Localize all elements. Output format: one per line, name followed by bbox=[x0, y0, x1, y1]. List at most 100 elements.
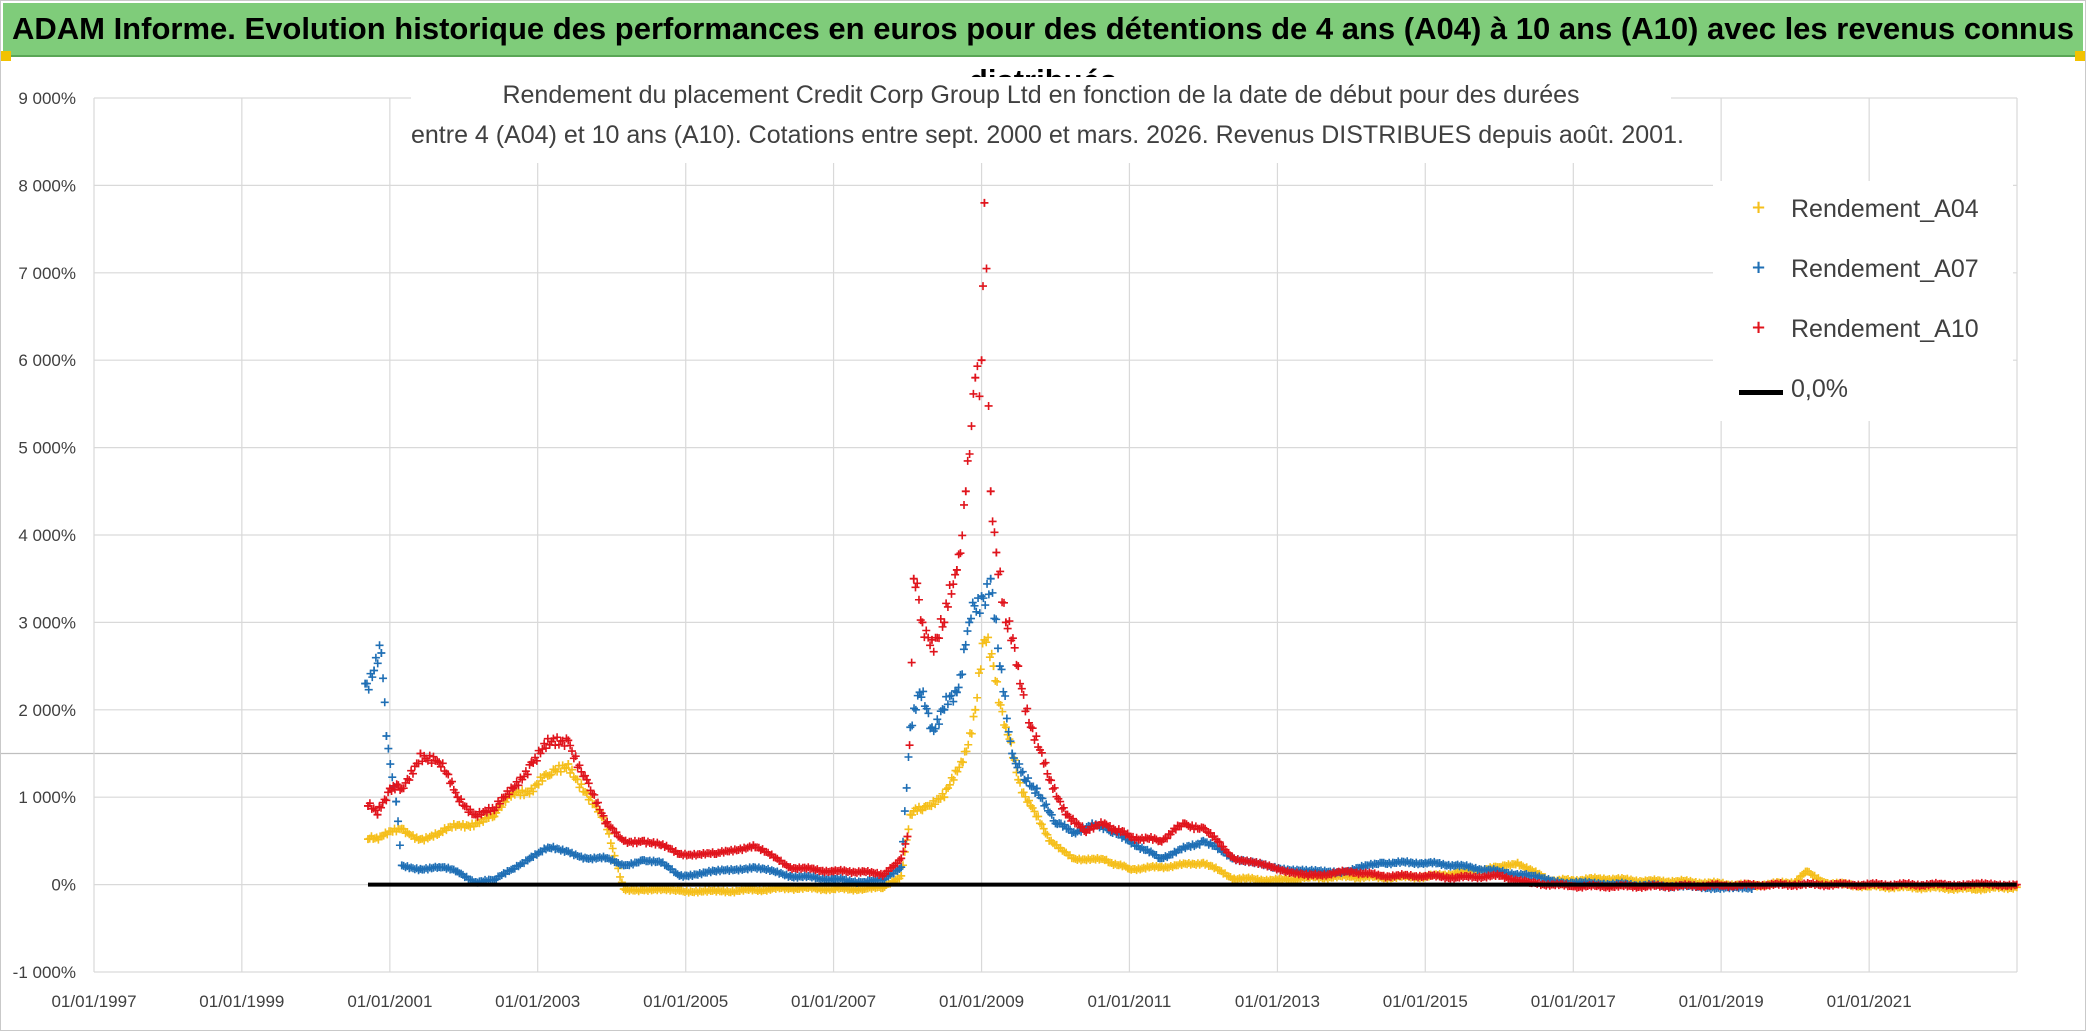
data-point bbox=[969, 389, 978, 398]
y-tick-label: 1 000% bbox=[18, 788, 76, 807]
data-point bbox=[973, 693, 982, 702]
data-point bbox=[541, 845, 550, 854]
data-point bbox=[982, 638, 991, 647]
legend-line-zero bbox=[1739, 390, 1783, 395]
data-point bbox=[954, 683, 963, 692]
data-point bbox=[1123, 829, 1132, 838]
data-point bbox=[1001, 691, 1010, 700]
data-point bbox=[453, 793, 462, 802]
data-point bbox=[984, 590, 993, 599]
data-point bbox=[943, 700, 952, 709]
data-point bbox=[754, 863, 763, 872]
data-point bbox=[603, 817, 612, 826]
data-point bbox=[380, 795, 389, 804]
data-point bbox=[581, 788, 590, 797]
data-point bbox=[1493, 870, 1502, 879]
data-point bbox=[959, 645, 968, 654]
y-tick-label: 2 000% bbox=[18, 701, 76, 720]
data-point bbox=[1043, 830, 1052, 839]
data-point bbox=[612, 828, 621, 837]
data-point bbox=[1026, 723, 1035, 732]
data-point bbox=[1145, 848, 1154, 857]
data-point bbox=[1374, 860, 1383, 869]
data-point bbox=[991, 676, 1000, 685]
data-point bbox=[373, 810, 382, 819]
data-point bbox=[534, 848, 543, 857]
data-point bbox=[966, 614, 975, 623]
corner-accent-right bbox=[2075, 51, 2085, 61]
data-point bbox=[907, 658, 916, 667]
data-point bbox=[908, 810, 917, 819]
y-tick-label: 8 000% bbox=[18, 176, 76, 195]
x-tick-label: 01/01/1999 bbox=[199, 992, 284, 1011]
data-point bbox=[1102, 820, 1111, 829]
data-point bbox=[958, 531, 967, 540]
data-point bbox=[1390, 872, 1399, 881]
data-point bbox=[365, 799, 374, 808]
data-point bbox=[377, 648, 386, 657]
data-point bbox=[392, 797, 401, 806]
data-point bbox=[394, 817, 403, 826]
data-point bbox=[371, 653, 380, 662]
data-point bbox=[933, 715, 942, 724]
data-point bbox=[1028, 724, 1037, 733]
data-point bbox=[510, 782, 519, 791]
data-point bbox=[520, 791, 529, 800]
data-point bbox=[553, 733, 562, 742]
chart-title-line2: entre 4 (A04) et 10 ans (A10). Cotations… bbox=[411, 121, 1684, 149]
data-point bbox=[1066, 825, 1075, 834]
data-point bbox=[978, 639, 987, 648]
data-point bbox=[825, 886, 834, 895]
data-point bbox=[405, 830, 414, 839]
data-point bbox=[531, 781, 540, 790]
data-point bbox=[599, 852, 608, 861]
data-point bbox=[567, 765, 576, 774]
data-point bbox=[1030, 807, 1039, 816]
x-tick-label: 01/01/2011 bbox=[1088, 992, 1172, 1011]
data-point bbox=[1041, 829, 1050, 838]
data-point bbox=[984, 401, 993, 410]
data-point bbox=[1450, 874, 1459, 883]
banner: ADAM Informe. Evolution historique des p… bbox=[3, 3, 2083, 98]
chart-title: Rendement du placement Credit Corp Group… bbox=[411, 77, 1684, 163]
data-point bbox=[1019, 690, 1028, 699]
data-point bbox=[980, 198, 989, 207]
data-point bbox=[1025, 796, 1033, 805]
data-point bbox=[516, 860, 525, 869]
data-point bbox=[973, 362, 982, 371]
data-point bbox=[922, 626, 931, 635]
data-point bbox=[708, 886, 717, 895]
data-point bbox=[931, 800, 940, 809]
data-point bbox=[996, 567, 1005, 576]
data-point bbox=[1004, 727, 1013, 736]
legend-label-zero: 0,0% bbox=[1791, 375, 1848, 403]
data-point bbox=[523, 770, 532, 779]
banner-title: ADAM Informe. Evolution historique des p… bbox=[11, 11, 2075, 98]
data-point bbox=[858, 885, 867, 894]
y-tick-label: 6 000% bbox=[18, 351, 76, 370]
data-point bbox=[610, 828, 619, 837]
data-point bbox=[566, 741, 575, 750]
data-point bbox=[935, 720, 944, 729]
data-point bbox=[543, 771, 552, 780]
chart-legend: + Rendement_A04 + Rendement_A07 + Rendem… bbox=[1713, 181, 2013, 421]
data-point bbox=[1048, 784, 1057, 793]
data-point bbox=[399, 784, 408, 793]
data-point bbox=[756, 846, 765, 855]
x-tick-label: 01/01/2019 bbox=[1679, 992, 1764, 1011]
data-point bbox=[982, 264, 991, 273]
data-point bbox=[1039, 824, 1048, 833]
data-point bbox=[1023, 704, 1032, 713]
data-point bbox=[924, 709, 933, 718]
data-point bbox=[1047, 810, 1056, 819]
data-point bbox=[706, 868, 715, 877]
data-point bbox=[867, 867, 876, 876]
data-point bbox=[1500, 873, 1509, 882]
data-point bbox=[1013, 763, 1022, 772]
data-point bbox=[1403, 857, 1412, 866]
data-point bbox=[1430, 857, 1439, 866]
data-point bbox=[987, 649, 996, 658]
data-point bbox=[789, 885, 798, 894]
data-point bbox=[457, 795, 466, 804]
